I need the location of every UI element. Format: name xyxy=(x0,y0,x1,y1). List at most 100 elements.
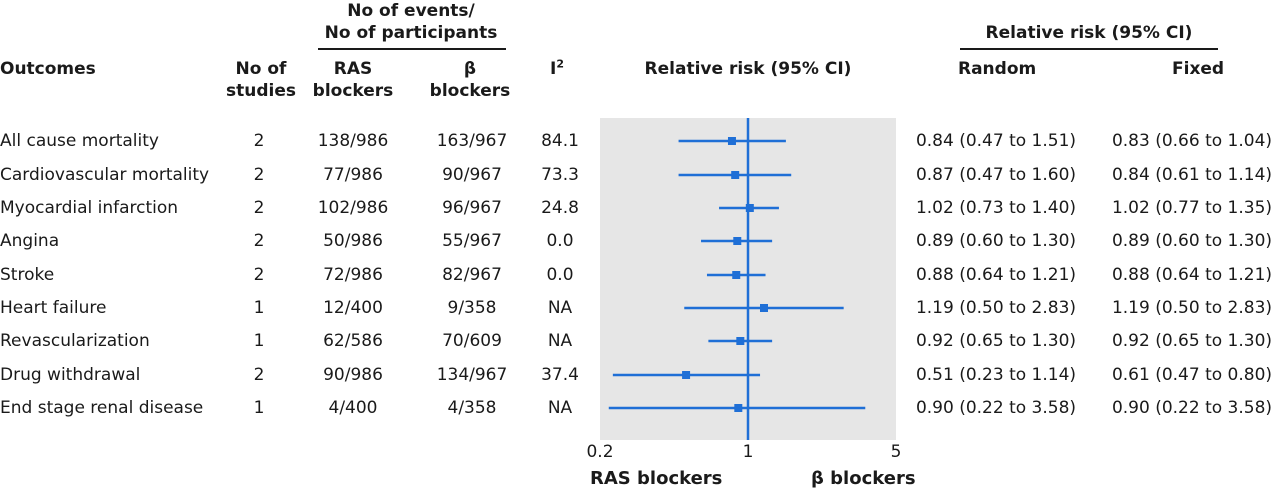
fixed-rr: 0.88 (0.64 to 1.21) xyxy=(1111,265,1273,285)
outcome-name: Stroke xyxy=(0,265,55,285)
random-rr: 0.88 (0.64 to 1.21) xyxy=(915,265,1077,285)
events-group-header: No of events/ No of participants xyxy=(300,0,522,44)
i2-value: 0.0 xyxy=(546,231,574,251)
studies-count: 1 xyxy=(253,298,265,318)
i2-value: NA xyxy=(547,298,573,318)
ras-header-line-2: blockers xyxy=(312,81,394,101)
point-estimate xyxy=(745,204,754,212)
no-of-studies-line-2: studies xyxy=(226,81,296,101)
fixed-rr: 0.84 (0.61 to 1.14) xyxy=(1111,165,1273,185)
random-rr: 0.89 (0.60 to 1.30) xyxy=(915,231,1077,251)
i2-value: NA xyxy=(547,398,573,418)
point-estimate xyxy=(733,237,742,245)
i2-value: 37.4 xyxy=(541,365,579,385)
random-rr: 0.84 (0.47 to 1.51) xyxy=(915,131,1077,151)
point-estimate xyxy=(736,337,745,345)
point-estimate xyxy=(682,371,691,379)
fixed-rr: 0.83 (0.66 to 1.04) xyxy=(1111,131,1273,151)
beta-events: 9/358 xyxy=(447,298,497,318)
studies-count: 1 xyxy=(253,398,265,418)
i2-header-sup: 2 xyxy=(556,57,564,71)
outcome-name: All cause mortality xyxy=(0,131,159,151)
random-rr: 0.87 (0.47 to 1.60) xyxy=(915,165,1077,185)
ras-events: 102/986 xyxy=(317,198,389,218)
beta-header-line-1: β xyxy=(463,59,477,79)
point-estimate xyxy=(727,137,736,145)
x-tick-label: 0.2 xyxy=(586,442,614,462)
beta-blockers-header: β blockers xyxy=(420,58,520,102)
point-estimate xyxy=(759,304,768,312)
outcome-name: Myocardial infarction xyxy=(0,198,179,218)
beta-events: 134/967 xyxy=(436,365,508,385)
plot-title: Relative risk (95% CI) xyxy=(644,59,852,79)
studies-count: 1 xyxy=(253,331,265,351)
ras-header-line-1: RAS xyxy=(333,59,373,79)
no-of-studies-header: No of studies xyxy=(226,58,296,102)
forest-row xyxy=(612,371,761,379)
random-rr: 1.19 (0.50 to 2.83) xyxy=(915,298,1077,318)
forest-row xyxy=(701,237,773,245)
beta-events: 70/609 xyxy=(442,331,502,351)
ras-events: 62/586 xyxy=(323,331,383,351)
ras-events: 4/400 xyxy=(328,398,378,418)
studies-count: 2 xyxy=(253,265,265,285)
events-group-rule xyxy=(318,48,506,50)
studies-count: 2 xyxy=(253,198,265,218)
relative-risk-group-header: Relative risk (95% CI) xyxy=(985,23,1193,43)
random-header: Random xyxy=(958,59,1037,79)
outcome-name: Heart failure xyxy=(0,298,107,318)
studies-count: 2 xyxy=(253,165,265,185)
events-group-line-2: No of participants xyxy=(324,23,498,43)
outcome-name: Drug withdrawal xyxy=(0,365,141,385)
beta-events: 82/967 xyxy=(442,265,502,285)
outcome-name: Revascularization xyxy=(0,331,150,351)
beta-header-line-2: blockers xyxy=(429,81,511,101)
beta-events: 55/967 xyxy=(442,231,502,251)
point-estimate xyxy=(734,404,743,412)
ras-events: 50/986 xyxy=(323,231,383,251)
ras-blockers-header: RAS blockers xyxy=(308,58,398,102)
i2-value: 0.0 xyxy=(546,265,574,285)
fixed-rr: 0.61 (0.47 to 0.80) xyxy=(1111,365,1273,385)
x-tick-label: 1 xyxy=(742,442,754,462)
studies-count: 2 xyxy=(253,231,265,251)
outcome-name: Cardiovascular mortality xyxy=(0,165,210,185)
footer-favours-ras: RAS blockers xyxy=(590,468,723,489)
ras-events: 138/986 xyxy=(317,131,389,151)
fixed-rr: 1.19 (0.50 to 2.83) xyxy=(1111,298,1273,318)
fixed-header: Fixed xyxy=(1172,59,1225,79)
i2-value: 73.3 xyxy=(541,165,579,185)
beta-events: 163/967 xyxy=(436,131,508,151)
beta-events: 4/358 xyxy=(447,398,497,418)
fixed-rr: 1.02 (0.77 to 1.35) xyxy=(1111,198,1273,218)
i2-value: 24.8 xyxy=(541,198,579,218)
random-rr: 1.02 (0.73 to 1.40) xyxy=(915,198,1077,218)
forest-row xyxy=(684,304,844,312)
outcomes-header: Outcomes xyxy=(0,59,96,79)
random-rr: 0.90 (0.22 to 3.58) xyxy=(915,398,1077,418)
ras-events: 77/986 xyxy=(323,165,383,185)
fixed-rr: 0.92 (0.65 to 1.30) xyxy=(1111,331,1273,351)
ras-events: 72/986 xyxy=(323,265,383,285)
no-of-studies-line-1: No of xyxy=(235,59,287,79)
events-group-line-1: No of events/ xyxy=(347,1,475,21)
i2-value: 84.1 xyxy=(541,131,579,151)
random-rr: 0.92 (0.65 to 1.30) xyxy=(915,331,1077,351)
studies-count: 2 xyxy=(253,131,265,151)
beta-events: 90/967 xyxy=(442,165,502,185)
fixed-rr: 0.89 (0.60 to 1.30) xyxy=(1111,231,1273,251)
i2-value: NA xyxy=(547,331,573,351)
forest-row xyxy=(719,204,779,212)
studies-count: 2 xyxy=(253,365,265,385)
point-estimate xyxy=(732,271,741,279)
relative-risk-group-rule xyxy=(960,48,1218,50)
forest-row xyxy=(608,404,866,412)
beta-events: 96/967 xyxy=(442,198,502,218)
forest-row xyxy=(706,271,766,279)
fixed-rr: 0.90 (0.22 to 3.58) xyxy=(1111,398,1273,418)
outcome-name: End stage renal disease xyxy=(0,398,204,418)
forest-row xyxy=(678,137,786,145)
i2-header: I2 xyxy=(550,58,564,80)
ras-events: 90/986 xyxy=(323,365,383,385)
